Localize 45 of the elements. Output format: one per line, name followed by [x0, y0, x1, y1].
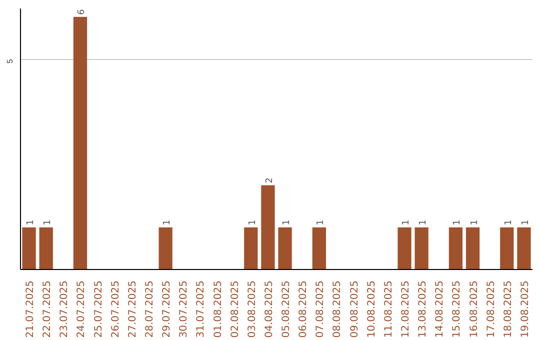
data-label: 2 — [264, 178, 275, 184]
x-tick-label: 26.07.2025 — [110, 280, 122, 338]
x-tick-label: 11.08.2025 — [383, 280, 394, 338]
x-tick-label: 09.08.2025 — [349, 280, 360, 338]
x-tick-label: 03.08.2025 — [246, 280, 258, 338]
data-label: 1 — [316, 220, 326, 226]
x-tick-label: 28.07.2025 — [144, 280, 156, 338]
x-tick-label: 23.07.2025 — [59, 280, 70, 338]
data-label: 1 — [402, 220, 412, 226]
data-label: 1 — [452, 220, 463, 226]
x-tick-label: 12.08.2025 — [400, 280, 412, 338]
x-tick-label: 08.08.2025 — [332, 280, 344, 338]
x-tick-label: 25.07.2025 — [93, 280, 104, 338]
x-tick-label: 18.08.2025 — [502, 280, 514, 338]
x-tick-label: 27.07.2025 — [127, 280, 138, 338]
x-tick-label: 22.07.2025 — [42, 280, 54, 338]
data-label: 1 — [43, 220, 54, 226]
x-tick-label: 02.08.2025 — [230, 280, 241, 338]
data-label: 1 — [282, 220, 292, 226]
x-tick-label: 10.08.2025 — [366, 280, 378, 338]
x-tick-label: 16.08.2025 — [468, 280, 480, 338]
data-label: 1 — [470, 220, 480, 226]
x-tick-label: 04.08.2025 — [264, 280, 275, 338]
x-tick-label: 29.07.2025 — [162, 280, 173, 338]
data-label: 1 — [418, 220, 429, 226]
y-tick-label: 5 — [6, 58, 14, 64]
data-label: 1 — [26, 220, 36, 226]
x-tick-label: 17.08.2025 — [486, 280, 497, 338]
data-label: 1 — [520, 220, 531, 226]
x-tick-label: 15.08.2025 — [452, 280, 463, 338]
x-tick-label: 30.07.2025 — [178, 280, 190, 338]
x-tick-label: 24.07.2025 — [76, 280, 88, 338]
data-label: 1 — [504, 220, 514, 226]
x-tick-label: 21.07.2025 — [25, 280, 36, 338]
x-tick-label: 14.08.2025 — [434, 280, 446, 338]
x-tick-label: 07.08.2025 — [315, 280, 326, 338]
x-tick-label: 31.07.2025 — [196, 280, 207, 338]
data-label: 1 — [248, 220, 258, 226]
x-tick-label: 05.08.2025 — [281, 280, 292, 338]
x-tick-label: 01.08.2025 — [212, 280, 224, 338]
x-tick-label: 19.08.2025 — [520, 280, 531, 338]
x-tick-label: 13.08.2025 — [418, 280, 429, 338]
data-label: 6 — [77, 8, 88, 15]
x-tick-label: 06.08.2025 — [298, 280, 310, 338]
data-label: 1 — [162, 220, 173, 226]
